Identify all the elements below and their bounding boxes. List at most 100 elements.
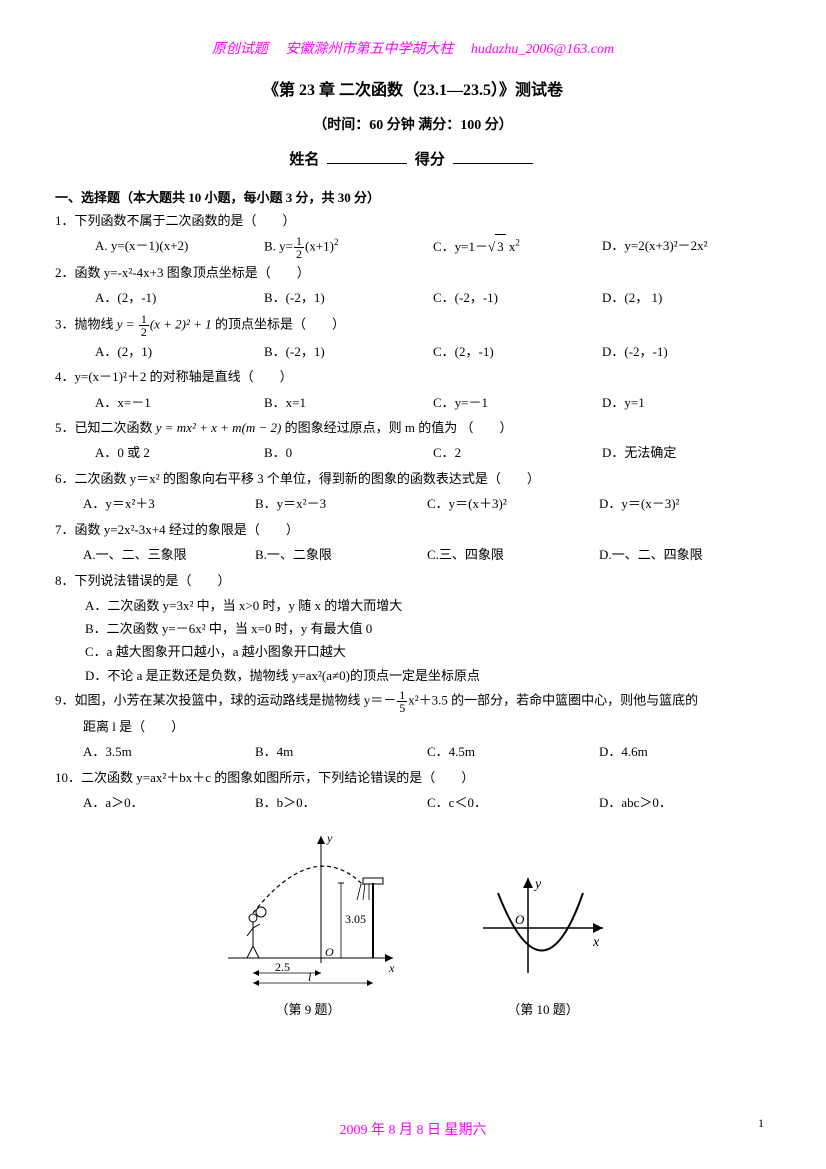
q3-A: A．(2，1) (95, 340, 264, 365)
header-source: 原创试题 (212, 42, 268, 57)
q3-stem-pre: 3．抛物线 (55, 316, 117, 331)
q8-B: B．二次函数 y=－6x² 中，当 x=0 时，y 有最大值 0 (85, 617, 771, 640)
q9-stem-pre: 9．如图，小芳在某次投篮中，球的运动路线是抛物线 y＝－ (55, 693, 396, 708)
q5-options: A．0 或 2 B．0 C．2 D．无法确定 (55, 441, 771, 466)
q1-B: B. y=12(x+1)2 (264, 234, 433, 260)
fig10-x-label: x (592, 935, 600, 950)
q8-D: D．不论 a 是正数还是负数，抛物线 y=ax²(a≠0)的顶点一定是坐标原点 (85, 664, 771, 687)
q10-C: C．c＜0． (427, 791, 599, 816)
q4-stem: 4．y=(x－1)²＋2 的对称轴是直线（ ） (55, 366, 771, 388)
figure-row: y x O 3.05 (55, 828, 771, 1018)
q7-options: A.一、二、三象限 B.一、二象限 C.三、四象限 D.一、二、四象限 (55, 543, 771, 568)
header-email: hudazhu_2006@163.com (471, 42, 614, 57)
q5-stem-post: 的图象经过原点，则 m 的值为 （ ） (281, 420, 512, 435)
q1-B-pre: B. y= (264, 238, 293, 253)
q5-C: C．2 (433, 441, 602, 466)
q7-A: A.一、二、三象限 (83, 543, 255, 568)
q5-eq: y = mx² + x + m(m − 2) (156, 420, 282, 435)
q1-C: C．y=1－√3 x2 (433, 234, 602, 260)
q6-B: B．y＝x²－3 (255, 492, 427, 517)
q9-stem-mid: x²＋3.5 的一部分，若命中篮圈中心，则他与篮底的 (408, 693, 698, 708)
q6-C: C．y＝(x＋3)² (427, 492, 599, 517)
q2-A: A．(2，-1) (95, 286, 264, 311)
page-header: 原创试题 安徽滁州市第五中学胡大柱 hudazhu_2006@163.com (55, 38, 771, 58)
q2-B: B．(-2，1) (264, 286, 433, 311)
q1-C-root: 3 (495, 234, 506, 260)
q1-options: A. y=(x－1)(x+2) B. y=12(x+1)2 C．y=1－√3 x… (55, 234, 771, 260)
q3-stem: 3．抛物线 y = 12(x + 2)² + 1 的顶点坐标是（ ） (55, 313, 771, 338)
q2-D: D．(2， 1) (602, 286, 771, 311)
figure-q9: y x O 3.05 (213, 828, 403, 1018)
q1-B-post: (x+1) (305, 238, 334, 253)
q1-D: D．y=2(x+3)²－2x² (602, 234, 771, 260)
q1-A: A. y=(x－1)(x+2) (95, 234, 264, 260)
q5-A: A．0 或 2 (95, 441, 264, 466)
q3-frac: 12 (139, 313, 149, 338)
q5-D: D．无法确定 (602, 441, 771, 466)
score-label: 得分 (415, 152, 445, 168)
name-blank (327, 163, 407, 164)
q3-D: D．(-2，-1) (602, 340, 771, 365)
q6-D: D．y＝(x－3)² (599, 492, 771, 517)
fig9-x-label: x (388, 961, 395, 975)
q5-stem: 5．已知二次函数 y = mx² + x + m(m − 2) 的图象经过原点，… (55, 417, 771, 439)
page-number: 1 (758, 1116, 764, 1131)
q9-options: A．3.5m B．4m C．4.5m D．4.6m (55, 740, 771, 765)
q2-options: A．(2，-1) B．(-2，1) C．(-2，-1) D．(2， 1) (55, 286, 771, 311)
q5-stem-pre: 5．已知二次函数 (55, 420, 156, 435)
figure-q10: y x O （第 10 题） (473, 868, 613, 1018)
q9-C: C．4.5m (427, 740, 599, 765)
header-school: 安徽滁州市第五中学胡大柱 (285, 42, 453, 57)
q4-C: C．y=－1 (433, 391, 602, 416)
q1-C-post: x (506, 239, 516, 254)
fig9-305-label: 3.05 (345, 912, 366, 926)
name-score-line: 姓名 得分 (55, 148, 771, 169)
name-label: 姓名 (289, 152, 319, 168)
q3-eq-body: (x + 2)² + 1 (150, 316, 212, 331)
fig9-l-label: l (308, 970, 312, 984)
q1-B-frac: 12 (294, 235, 304, 260)
q9-stem-line2: 距离 l 是（ ） (55, 716, 771, 738)
q2-stem: 2．函数 y=-x²-4x+3 图象顶点坐标是（ ） (55, 262, 771, 284)
q10-A: A．a＞0． (83, 791, 255, 816)
q8-stem: 8．下列说法错误的是（ ） (55, 570, 771, 592)
q10-B: B．b＞0． (255, 791, 427, 816)
q9-stem-line1: 9．如图，小芳在某次投篮中，球的运动路线是抛物线 y＝－15x²＋3.5 的一部… (55, 689, 771, 714)
q3-stem-post: 的顶点坐标是（ ） (212, 316, 345, 331)
q7-B: B.一、二象限 (255, 543, 427, 568)
score-blank (453, 163, 533, 164)
q1-B-sq: 2 (334, 237, 339, 247)
fig9-O-label: O (325, 945, 334, 959)
q9-frac: 15 (397, 689, 407, 714)
fig10-y-label: y (533, 877, 542, 892)
fig9-25-label: 2.5 (275, 960, 290, 974)
q2-C: C．(-2，-1) (433, 286, 602, 311)
fig10-caption: （第 10 题） (473, 999, 613, 1018)
q1-C-sq: 2 (515, 238, 520, 248)
q8-C: C．a 越大图象开口越小，a 越小图象开口越大 (85, 640, 771, 663)
q1-C-pre: C．y=1－ (433, 239, 488, 254)
parabola-diagram: y x O (473, 868, 613, 988)
section-1-heading: 一、选择题（本大题共 10 小题，每小题 3 分，共 30 分） (55, 187, 771, 206)
q9-D: D．4.6m (599, 740, 771, 765)
q4-B: B．x=1 (264, 391, 433, 416)
q10-options: A．a＞0． B．b＞0． C．c＜0． D．abc＞0． (55, 791, 771, 816)
q7-C: C.三、四象限 (427, 543, 599, 568)
fig9-caption: （第 9 题） (213, 999, 403, 1018)
q4-options: A．x=－1 B．x=1 C．y=－1 D．y=1 (55, 391, 771, 416)
q3-C: C．(2，-1) (433, 340, 602, 365)
q8-A: A．二次函数 y=3x² 中，当 x>0 时，y 随 x 的增大而增大 (85, 594, 771, 617)
q5-B: B．0 (264, 441, 433, 466)
q6-options: A．y＝x²＋3 B．y＝x²－3 C．y＝(x＋3)² D．y＝(x－3)² (55, 492, 771, 517)
footer-date: 2009 年 8 月 8 日 星期六 (0, 1119, 826, 1139)
q1-stem: 1．下列函数不属于二次函数的是（ ） (55, 210, 771, 232)
q6-A: A．y＝x²＋3 (83, 492, 255, 517)
q10-stem: 10．二次函数 y=ax²＋bx＋c 的图象如图所示，下列结论错误的是（ ） (55, 767, 771, 789)
q6-stem: 6．二次函数 y＝x² 的图象向右平移 3 个单位，得到新的图象的函数表达式是（… (55, 468, 771, 490)
q10-D: D．abc＞0． (599, 791, 771, 816)
q3-B: B．(-2，1) (264, 340, 433, 365)
q7-stem: 7．函数 y=2x²-3x+4 经过的象限是（ ） (55, 519, 771, 541)
q7-D: D.一、二、四象限 (599, 543, 771, 568)
fig9-y-label: y (326, 831, 333, 845)
q3-options: A．(2，1) B．(-2，1) C．(2，-1) D．(-2，-1) (55, 340, 771, 365)
